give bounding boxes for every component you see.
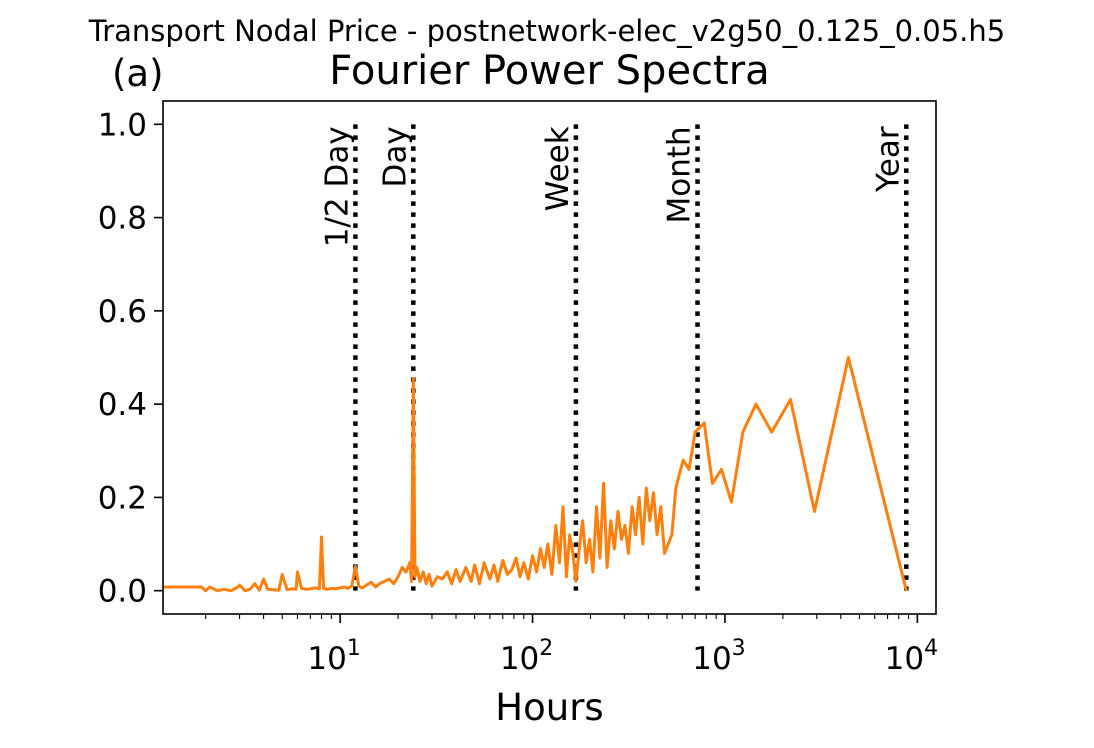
chart-title: Fourier Power Spectra bbox=[329, 48, 770, 94]
plot-frame bbox=[162, 100, 937, 615]
y-tick-label: 0.8 bbox=[98, 201, 147, 237]
y-tick-label: 0.6 bbox=[98, 294, 147, 330]
series-layer bbox=[163, 356, 908, 593]
y-tick-label: 0.4 bbox=[98, 387, 147, 423]
reference-label: Year bbox=[870, 126, 906, 193]
y-tick-label: 0.0 bbox=[98, 574, 147, 610]
figure-suptitle: Transport Nodal Price - postnetwork-elec… bbox=[88, 14, 1006, 48]
reference-lines bbox=[353, 124, 909, 591]
reference-label: 1/2 Day bbox=[319, 126, 355, 247]
axis-ticks: 0.0 0.2 0.4 0.6 0.8 1.0 101 102 103 104 bbox=[98, 107, 938, 677]
panel-label: (a) bbox=[112, 52, 164, 95]
x-tick-label: 103 bbox=[692, 636, 745, 677]
reference-label: Day bbox=[377, 126, 413, 187]
x-axis-label: Hours bbox=[495, 686, 603, 729]
x-tick-label: 104 bbox=[885, 636, 938, 677]
reference-label: Week bbox=[540, 126, 576, 211]
x-tick-label: 101 bbox=[307, 636, 360, 677]
y-tick-label: 1.0 bbox=[98, 107, 147, 143]
x-tick-label: 102 bbox=[500, 636, 553, 677]
y-tick-label: 0.2 bbox=[98, 480, 147, 516]
spectrum-line bbox=[163, 356, 908, 593]
reference-labels: 1/2 Day Day Week Month Year bbox=[319, 126, 906, 247]
reference-label: Month bbox=[662, 126, 698, 223]
